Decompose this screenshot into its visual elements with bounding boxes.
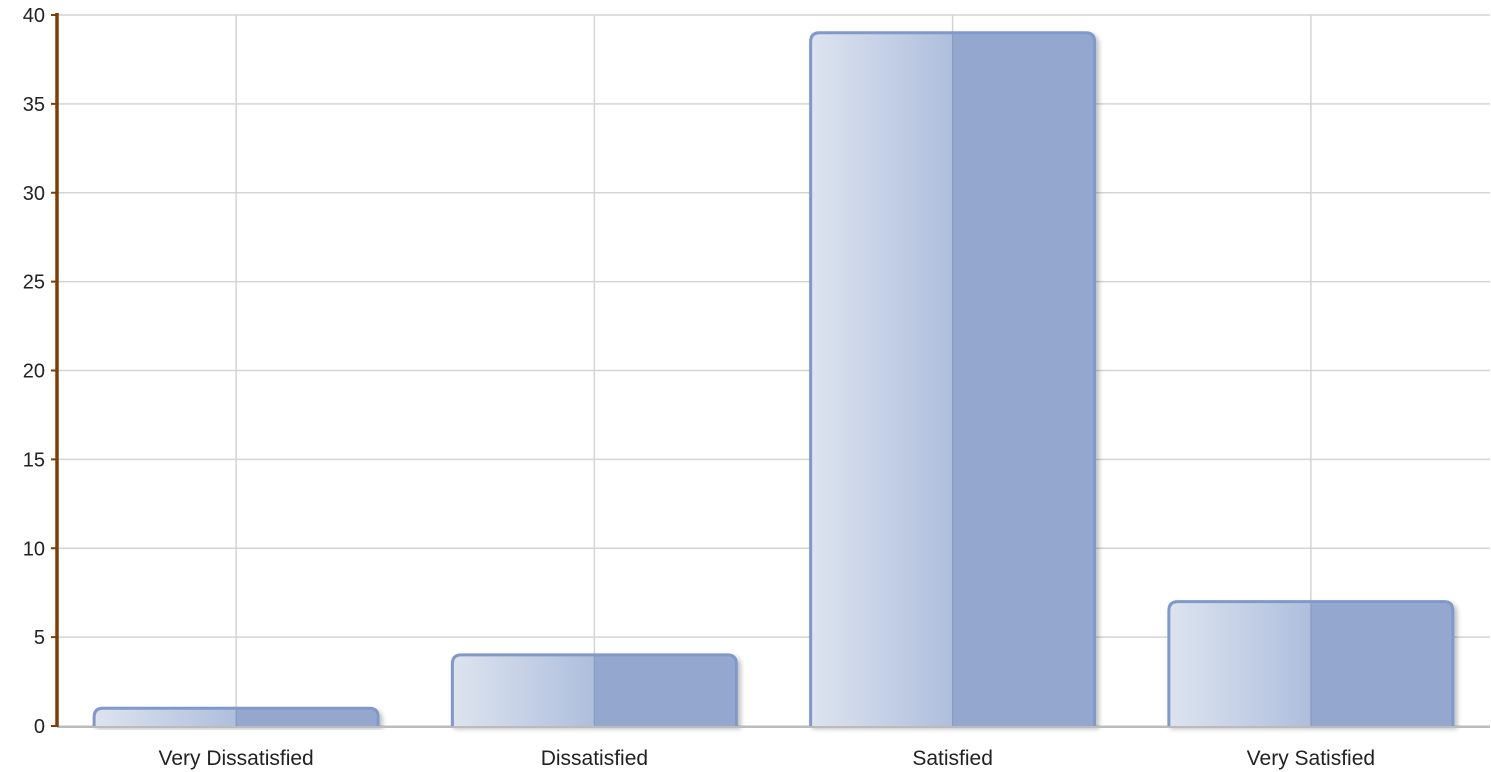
axes: [51, 13, 1490, 728]
y-tick-label: 30: [23, 183, 45, 205]
y-tick-label: 40: [23, 5, 45, 27]
x-category-label: Very Dissatisfied: [159, 747, 314, 770]
y-tick-label: 5: [34, 627, 45, 649]
y-tick-label: 25: [23, 272, 45, 294]
y-tick-label: 20: [23, 361, 45, 383]
y-tick-label: 0: [34, 716, 45, 738]
y-tick-label: 15: [23, 449, 45, 471]
labels: 0 5 10 15 20 25 30 35 40 Very Dissatisfied Dissati…: [23, 5, 1375, 770]
y-tick-label: 10: [23, 538, 45, 560]
x-category-label: Satisfied: [912, 747, 993, 770]
x-category-label: Dissatisfied: [541, 747, 648, 770]
y-tick-label: 35: [23, 94, 45, 116]
bars: [92, 31, 1455, 726]
x-category-label: Very Satisfied: [1247, 747, 1375, 770]
